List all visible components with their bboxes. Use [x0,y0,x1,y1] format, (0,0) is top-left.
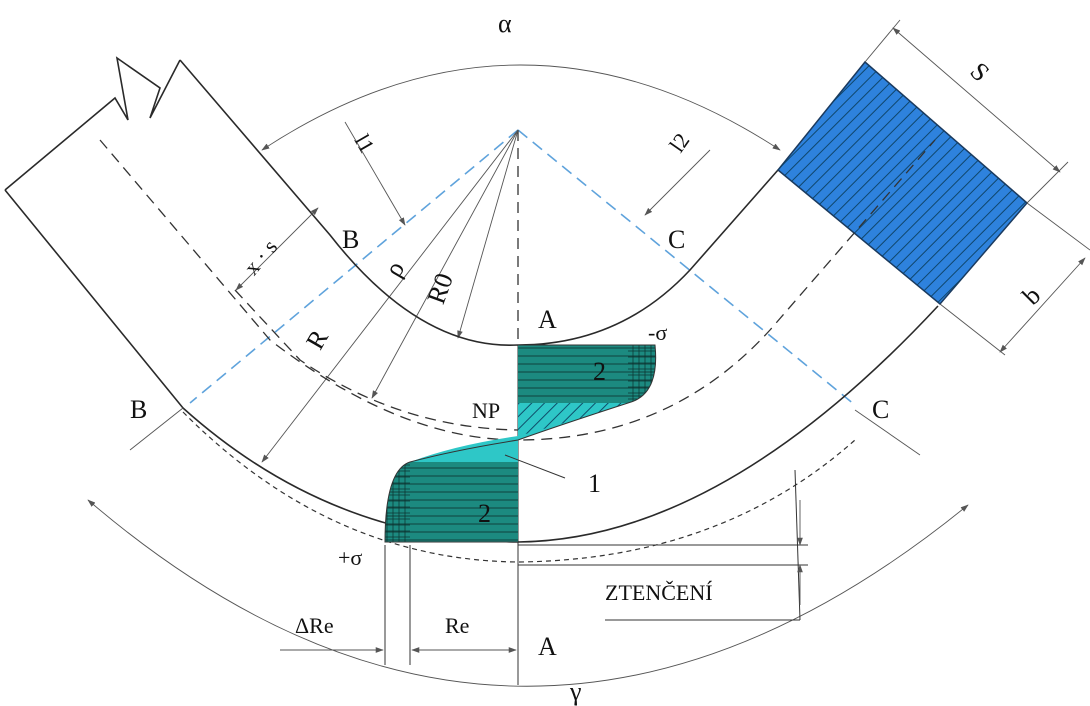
alpha-label: α [498,9,512,38]
l2-arrow [644,149,711,216]
point-b-top: B [342,225,359,254]
plus-sigma-label: +σ [338,545,362,570]
np-label: NP [472,398,500,423]
re-label: Re [445,613,469,638]
strip-outer-edge [4,189,939,543]
rho-arrow [371,129,519,399]
r-arrow [261,129,519,463]
stress-plastic-bottom [385,462,410,542]
strip-section-hatch [778,62,1027,304]
radial-line-left [189,129,519,404]
strip-inner-edge [179,59,779,346]
point-a-bottom: A [538,632,557,661]
radial-line-right [517,129,856,406]
thinning-label: ZTENČENÍ [605,580,713,605]
xs-label: x · s [239,234,283,279]
stress-plastic-top [628,345,656,403]
point-b-bottom: B [130,395,147,424]
l1-label: l1 [350,130,380,157]
minus-sigma-label: -σ [648,320,667,345]
zone-2-bottom-label: 2 [478,499,491,528]
neutral-line-upper [99,139,936,441]
l2-label: l2 [664,128,694,156]
point-c-bottom: C [872,395,889,424]
stress-diagram [384,344,657,543]
zone-1-label: 1 [588,469,601,498]
b-dimension [999,257,1086,353]
gamma-arc [87,499,969,687]
zone-2-top-label: 2 [593,357,606,386]
l1-arrow [344,121,406,226]
s-dimension [892,27,1061,173]
r-label: R [300,324,334,354]
gamma-label: γ [569,677,582,706]
point-c-top: C [668,225,685,254]
r0-label: R0 [421,269,459,307]
neutral-line-lower [234,289,519,431]
strip-left-end [4,56,181,191]
rho-label: ρ [379,256,411,282]
r0-arrow [457,129,519,339]
s-label: S [964,57,995,88]
point-a-top: A [538,305,557,334]
zone-1-leader [504,454,566,479]
alpha-arc [261,64,781,151]
delta-re-label: ΔRe [295,613,334,638]
thinned-outer-edge [182,411,856,563]
xs-dimension [235,207,319,291]
